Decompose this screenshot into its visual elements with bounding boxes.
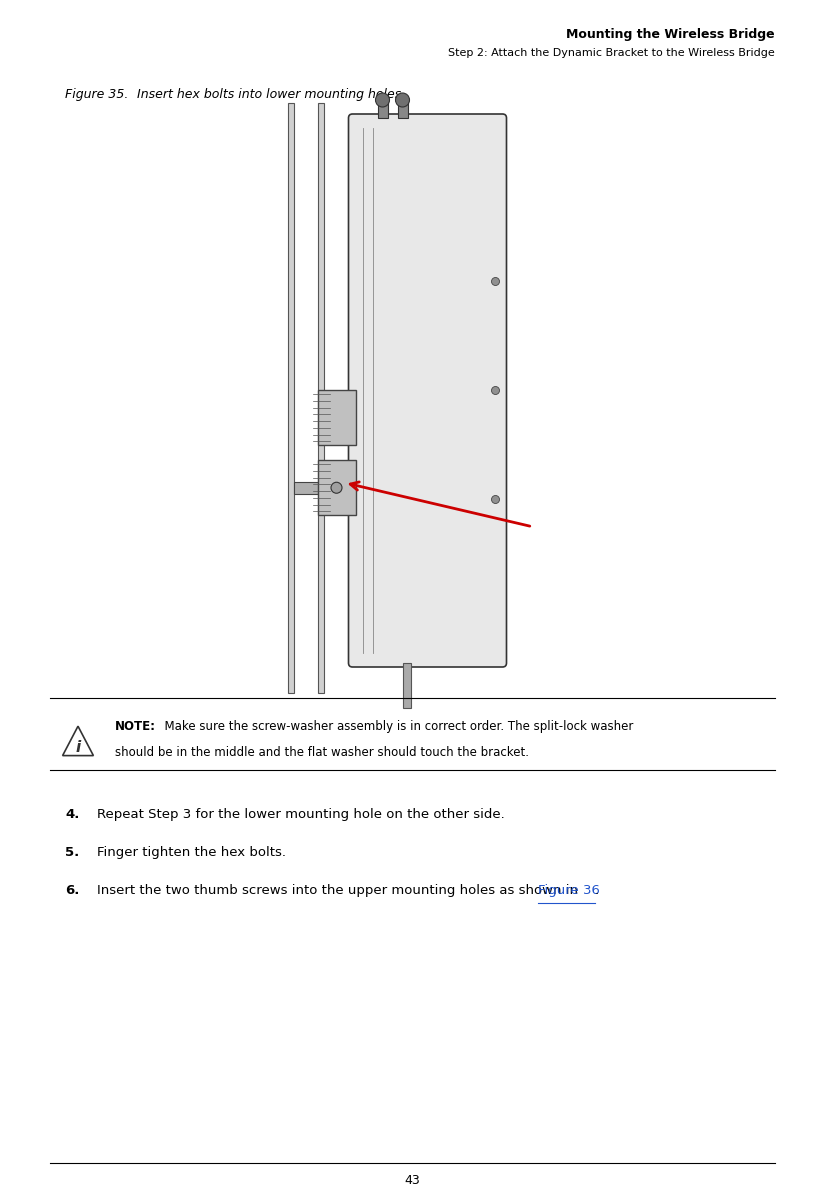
Circle shape	[375, 93, 389, 107]
Bar	[318, 391, 356, 446]
Bar	[403, 662, 411, 708]
Bar	[294, 482, 318, 494]
Text: NOTE:: NOTE:	[115, 720, 156, 733]
Circle shape	[492, 278, 499, 285]
Circle shape	[395, 93, 409, 107]
Text: Insert the two thumb screws into the upper mounting holes as shown in: Insert the two thumb screws into the upp…	[97, 884, 582, 897]
Circle shape	[492, 496, 499, 503]
Circle shape	[492, 387, 499, 394]
Text: 4.: 4.	[65, 807, 79, 821]
Bar	[318, 460, 356, 515]
Text: Figure 36: Figure 36	[538, 884, 600, 897]
Text: Repeat Step 3 for the lower mounting hole on the other side.: Repeat Step 3 for the lower mounting hol…	[97, 807, 505, 821]
Polygon shape	[63, 726, 93, 756]
Text: .: .	[595, 884, 599, 897]
Text: should be in the middle and the flat washer should touch the bracket.: should be in the middle and the flat was…	[115, 746, 529, 760]
Text: 43: 43	[404, 1174, 421, 1186]
Circle shape	[331, 483, 342, 494]
Bar	[378, 99, 388, 117]
Text: i: i	[75, 739, 81, 755]
FancyBboxPatch shape	[348, 114, 507, 667]
Text: Step 2: Attach the Dynamic Bracket to the Wireless Bridge: Step 2: Attach the Dynamic Bracket to th…	[448, 48, 775, 58]
Bar	[287, 103, 294, 692]
Text: 6.: 6.	[65, 884, 79, 897]
Text: 5.: 5.	[65, 846, 79, 859]
Text: Insert hex bolts into lower mounting holes: Insert hex bolts into lower mounting hol…	[137, 87, 401, 101]
Text: Mounting the Wireless Bridge: Mounting the Wireless Bridge	[567, 28, 775, 41]
Text: Make sure the screw-washer assembly is in correct order. The split-lock washer: Make sure the screw-washer assembly is i…	[157, 720, 634, 733]
Text: Figure 35.: Figure 35.	[65, 87, 129, 101]
Text: Finger tighten the hex bolts.: Finger tighten the hex bolts.	[97, 846, 286, 859]
Bar	[398, 99, 408, 117]
Bar	[318, 103, 323, 692]
